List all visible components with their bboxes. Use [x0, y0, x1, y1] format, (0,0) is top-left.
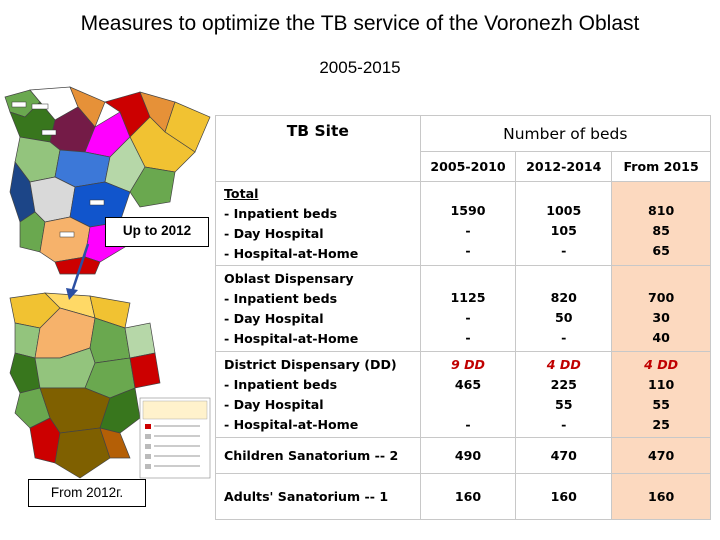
site-name: Oblast Dispensary	[224, 270, 354, 286]
map-region	[124, 322, 156, 359]
table-row: Adults' Sanatorium -- 1 160 160 160	[215, 473, 711, 520]
site-item: - Inpatient beds	[224, 290, 338, 306]
value: 105	[550, 222, 577, 238]
value: 55	[652, 396, 670, 412]
table-row: Children Sanatorium -- 2 490 470 470	[215, 437, 711, 474]
value: 65	[652, 242, 670, 258]
value: 50	[555, 309, 573, 325]
value: 110	[647, 376, 675, 392]
value-cell: 810 85 65	[611, 181, 711, 266]
value: 1590	[450, 202, 486, 218]
map-region	[54, 427, 111, 479]
site-item: - Inpatient beds	[224, 376, 338, 392]
value-cell: 1590 - -	[419, 181, 517, 266]
site-name: Total	[224, 185, 259, 201]
value-cell: 700 30 40	[611, 265, 711, 352]
value: 700	[647, 289, 675, 305]
site-item: - Hospital-at-Home	[224, 330, 359, 346]
value-cell: 820 50 -	[515, 265, 613, 352]
map-region	[54, 256, 101, 275]
value: 85	[652, 222, 670, 238]
value: 25	[652, 416, 670, 432]
site-cell: District Dispensary (DD) - Inpatient bed…	[215, 351, 421, 438]
site-item: - Hospital-at-Home	[224, 245, 359, 261]
value-cell: 1125 - -	[419, 265, 517, 352]
beds-header: Number of beds	[419, 115, 712, 152]
label-from-2012: From 2012г.	[28, 479, 146, 507]
value-cell: 490	[419, 437, 517, 474]
map-region	[99, 387, 141, 434]
dd-count: 9 DD	[450, 356, 486, 372]
value-cell: 160	[611, 473, 711, 520]
site-name: Children Sanatorium -- 2	[215, 437, 421, 474]
site-header: TB Site	[215, 115, 421, 182]
value: -	[465, 309, 471, 325]
site-cell: Total - Inpatient beds - Day Hospital - …	[215, 181, 421, 266]
transition-arrow-icon	[66, 243, 90, 300]
value: 1125	[450, 289, 486, 305]
value-cell: 4 DD 110 55 25	[611, 351, 711, 438]
site-item: - Day Hospital	[224, 225, 324, 241]
map-region	[129, 352, 161, 389]
value: 40	[652, 329, 670, 345]
map-before-2012	[4, 86, 211, 275]
period-subtitle: 2005-2015	[319, 58, 401, 77]
value: 30	[652, 309, 670, 325]
period-header: From 2015	[611, 151, 711, 182]
value-cell: 4 DD 225 55 -	[515, 351, 613, 438]
site-name: District Dispensary (DD)	[224, 356, 397, 372]
value: 225	[550, 376, 577, 392]
value-cell: 9 DD 465 -	[419, 351, 517, 438]
value: -	[561, 242, 567, 258]
value	[421, 395, 516, 415]
value-cell: 160	[515, 473, 613, 520]
value: 55	[555, 396, 573, 412]
value-cell: 470	[515, 437, 613, 474]
site-item: - Inpatient beds	[224, 205, 338, 221]
map-from-2012	[9, 292, 211, 479]
value: 465	[454, 376, 482, 392]
value: -	[561, 416, 567, 432]
site-item: - Day Hospital	[224, 396, 324, 412]
label-up-to-2012: Up to 2012	[105, 217, 209, 247]
dd-count: 4 DD	[546, 356, 581, 372]
value: 1005	[546, 202, 582, 218]
period-header: 2005-2010	[419, 151, 517, 182]
site-item: - Day Hospital	[224, 310, 324, 326]
map-region	[99, 427, 131, 459]
value-cell: 470	[611, 437, 711, 474]
value: -	[465, 242, 471, 258]
value: -	[465, 416, 471, 432]
value-cell: 1005 105 -	[515, 181, 613, 266]
table-row: District Dispensary (DD) - Inpatient bed…	[215, 351, 711, 438]
table-row: Oblast Dispensary - Inpatient beds - Day…	[215, 265, 711, 352]
site-name: Adults' Sanatorium -- 1	[215, 473, 421, 520]
beds-table: TB Site Number of beds 2005-2010 2012-20…	[215, 115, 712, 520]
period-header: 2012-2014	[515, 151, 613, 182]
site-cell: Oblast Dispensary - Inpatient beds - Day…	[215, 265, 421, 352]
value: -	[465, 329, 471, 345]
site-item: - Hospital-at-Home	[224, 416, 359, 432]
value: 820	[550, 289, 577, 305]
value: 810	[647, 202, 675, 218]
value: -	[465, 222, 471, 238]
value: -	[561, 329, 567, 345]
value-cell: 160	[419, 473, 517, 520]
map-region	[129, 166, 176, 208]
dd-count: 4 DD	[644, 356, 679, 372]
page-title: Measures to optimize the TB service of t…	[80, 12, 640, 35]
table-row: Total - Inpatient beds - Day Hospital - …	[215, 181, 711, 266]
